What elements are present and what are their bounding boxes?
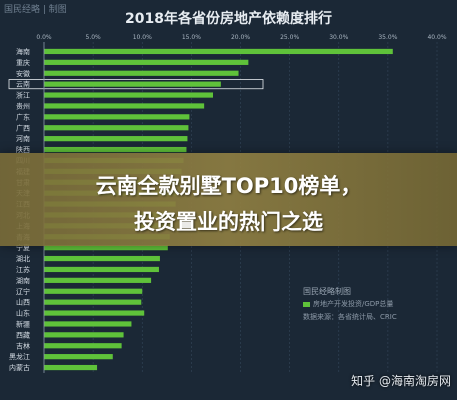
x-tick-label: 5.0% (86, 34, 102, 41)
highlight-box (8, 79, 264, 90)
y-category-label: 宁夏 (16, 243, 30, 252)
x-tick-label: 40.0% (427, 34, 446, 41)
y-category-label: 河南 (16, 134, 30, 143)
y-category-label: 广东 (16, 112, 30, 121)
bar (44, 59, 249, 65)
x-tick-label: 35.0% (378, 34, 397, 41)
bar (44, 321, 132, 327)
bar (44, 114, 190, 120)
bar (44, 70, 239, 76)
bar (44, 146, 187, 153)
legend-series: 房地产开发投资/GDP总量 (303, 298, 397, 311)
y-category-label: 陕西 (16, 145, 30, 154)
x-tick-label: 30.0% (329, 34, 348, 41)
bar (44, 332, 124, 338)
y-category-label: 湖北 (16, 254, 30, 263)
bar (44, 255, 160, 262)
bar (44, 48, 393, 55)
x-tick-label: 20.0% (231, 34, 250, 41)
y-category-label: 吉林 (16, 341, 30, 350)
chart-legend: 国民经略制图 房地产开发投资/GDP总量 数据来源：各省统计局、CRIC (303, 285, 397, 324)
headline-banner (0, 153, 457, 246)
watermark-label: 国民经略 | 制图 (4, 5, 67, 15)
y-category-label: 贵州 (16, 101, 30, 110)
y-category-label: 浙江 (16, 91, 30, 100)
bar (44, 266, 159, 273)
bar (44, 245, 168, 251)
y-category-label: 黑龙江 (9, 352, 30, 361)
y-category-label: 江苏 (16, 265, 30, 274)
banner-headline-line2: 投资置业的热门之选 (134, 210, 323, 234)
x-tick-label: 0.0% (36, 34, 52, 41)
bar (44, 277, 152, 283)
legend-seal: 国民经略制图 (303, 287, 351, 296)
y-category-label: 海南 (16, 47, 30, 56)
y-category-label: 湖南 (16, 276, 30, 285)
y-category-label: 辽宁 (16, 287, 30, 296)
banner-headline-line1: 云南全款别墅TOP10榜单， (95, 174, 362, 198)
bar (44, 81, 221, 87)
y-category-label: 云南 (16, 80, 30, 89)
bar (44, 299, 142, 305)
y-category-label: 新疆 (16, 319, 30, 328)
bar (44, 354, 113, 360)
bar (44, 364, 98, 371)
bar (44, 103, 205, 109)
bar (44, 343, 122, 349)
x-tick-label: 15.0% (182, 34, 201, 41)
y-category-label: 内蒙古 (9, 363, 30, 372)
y-category-label: 广西 (16, 123, 30, 132)
bar (44, 136, 188, 142)
x-tick-label: 10.0% (133, 34, 152, 41)
bar (44, 288, 143, 294)
legend-series-label: 房地产开发投资/GDP总量 (313, 300, 394, 308)
y-category-label: 安徽 (16, 69, 30, 78)
legend-source: 数据来源：各省统计局、CRIC (303, 313, 397, 321)
y-category-label: 山西 (16, 298, 30, 307)
bar (44, 125, 189, 131)
x-tick-label: 25.0% (280, 34, 299, 41)
chart-title: 2018年各省份房地产依赖度排行 (125, 11, 332, 27)
bar (44, 310, 145, 316)
legend-swatch (303, 301, 310, 307)
footer-attribution: 知乎 @海南淘房网 (351, 374, 451, 388)
y-category-label: 山东 (16, 309, 30, 318)
y-category-label: 重庆 (16, 58, 30, 67)
y-category-label: 西藏 (16, 330, 30, 339)
bar (44, 92, 213, 98)
